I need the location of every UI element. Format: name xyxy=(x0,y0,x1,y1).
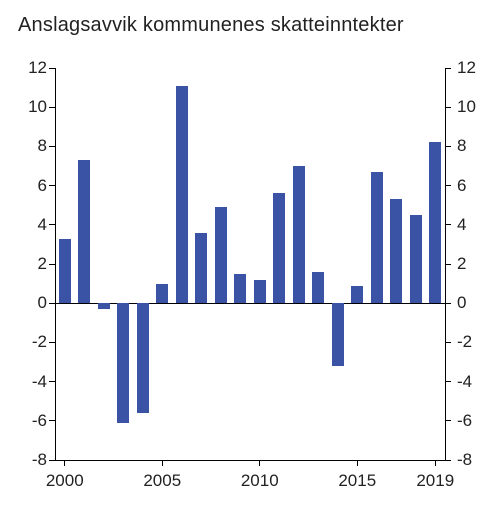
y-tick-label-left: 10 xyxy=(7,98,47,115)
y-tick-label-right: 8 xyxy=(457,137,466,154)
x-tick-mark xyxy=(435,460,436,466)
bar xyxy=(332,303,344,366)
bar xyxy=(273,193,285,303)
y-tick-label-left: -4 xyxy=(7,373,47,390)
bar xyxy=(312,272,324,303)
y-tick-mark xyxy=(445,68,451,69)
bar xyxy=(234,274,246,303)
y-tick-mark xyxy=(445,460,451,461)
y-tick-label-left: -6 xyxy=(7,412,47,429)
bar xyxy=(156,284,168,304)
bar xyxy=(293,166,305,303)
y-tick-label-right: 12 xyxy=(457,59,476,76)
bar xyxy=(254,280,266,304)
bar xyxy=(215,207,227,303)
bar xyxy=(410,215,422,303)
y-tick-label-right: 10 xyxy=(457,98,476,115)
y-tick-label-left: 4 xyxy=(7,216,47,233)
y-tick-label-right: -2 xyxy=(457,333,472,350)
y-tick-mark xyxy=(445,303,451,304)
y-tick-mark xyxy=(445,146,451,147)
y-tick-mark xyxy=(445,185,451,186)
bar xyxy=(371,172,383,303)
y-tick-mark xyxy=(445,342,451,343)
x-tick-mark xyxy=(162,460,163,466)
y-tick-label-left: -2 xyxy=(7,333,47,350)
bar xyxy=(176,86,188,304)
x-tick-label: 2005 xyxy=(132,472,192,489)
bar xyxy=(195,233,207,304)
x-tick-label: 2000 xyxy=(35,472,95,489)
y-tick-label-right: 2 xyxy=(457,255,466,272)
y-tick-mark xyxy=(445,107,451,108)
y-tick-mark xyxy=(445,224,451,225)
bar xyxy=(78,160,90,303)
y-tick-label-left: 8 xyxy=(7,137,47,154)
y-tick-label-right: 0 xyxy=(457,294,466,311)
x-tick-label: 2015 xyxy=(327,472,387,489)
bar xyxy=(390,199,402,303)
bar xyxy=(351,286,363,304)
y-tick-label-right: 6 xyxy=(457,177,466,194)
x-tick-mark xyxy=(259,460,260,466)
bar xyxy=(429,142,441,303)
y-tick-mark xyxy=(445,264,451,265)
y-tick-label-left: 6 xyxy=(7,177,47,194)
y-tick-label-left: -8 xyxy=(7,451,47,468)
x-tick-mark xyxy=(357,460,358,466)
x-tick-mark xyxy=(64,460,65,466)
bottom-axis-line xyxy=(55,460,445,461)
plot-area: -8-8-6-6-4-4-2-2002244668810101212200020… xyxy=(55,68,445,460)
y-tick-label-right: -4 xyxy=(457,373,472,390)
y-tick-mark xyxy=(445,381,451,382)
chart-container: Anslagsavvik kommunenes skatteinntekter … xyxy=(0,0,500,510)
y-tick-label-right: 4 xyxy=(457,216,466,233)
bar xyxy=(59,239,71,304)
bar xyxy=(117,303,129,423)
y-tick-label-right: -8 xyxy=(457,451,472,468)
y-tick-label-right: -6 xyxy=(457,412,472,429)
bar xyxy=(137,303,149,413)
x-tick-label: 2010 xyxy=(230,472,290,489)
y-tick-label-left: 12 xyxy=(7,59,47,76)
left-axis-line xyxy=(55,68,56,460)
right-axis-line xyxy=(445,68,446,460)
y-tick-label-left: 2 xyxy=(7,255,47,272)
chart-title: Anslagsavvik kommunenes skatteinntekter xyxy=(0,0,500,37)
y-tick-mark xyxy=(445,420,451,421)
y-tick-label-left: 0 xyxy=(7,294,47,311)
bar xyxy=(98,303,110,309)
x-axis-line xyxy=(55,303,445,304)
x-tick-label: 2019 xyxy=(405,472,465,489)
